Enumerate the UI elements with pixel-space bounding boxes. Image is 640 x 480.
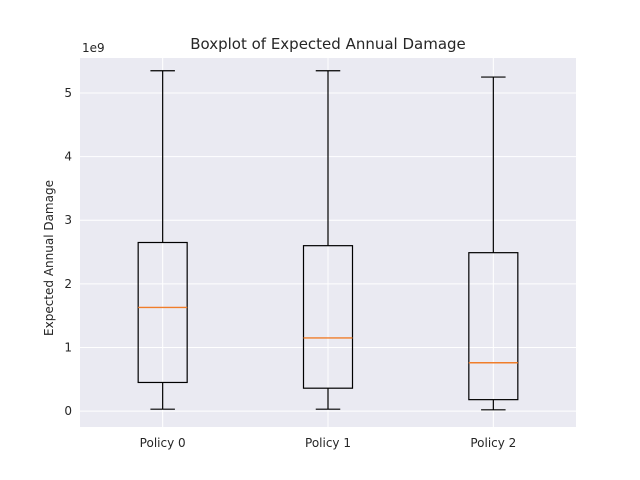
y-offset-label: 1e9 [82, 41, 105, 55]
x-tick-labels: Policy 0 Policy 1 Policy 2 [140, 436, 517, 450]
x-tick-label: Policy 0 [140, 436, 186, 450]
chart-title: Boxplot of Expected Annual Damage [190, 35, 466, 53]
y-tick-label: 1 [64, 340, 72, 354]
y-axis-label: Expected Annual Damage [42, 180, 56, 336]
x-tick-label: Policy 1 [305, 436, 351, 450]
y-tick-label: 3 [64, 213, 72, 227]
iqr-box [468, 252, 519, 401]
box-policy-2 [468, 76, 519, 411]
y-tick-labels: 0 1 2 3 4 5 [64, 86, 72, 418]
iqr-box [302, 245, 354, 389]
y-tick-label: 0 [64, 404, 72, 418]
box-policy-0 [137, 70, 188, 410]
y-tick-label: 2 [64, 277, 72, 291]
y-tick-label: 4 [64, 150, 72, 164]
iqr-box [137, 241, 188, 384]
boxes [137, 70, 519, 411]
box-policy-1 [302, 70, 354, 410]
x-tick-label: Policy 2 [470, 436, 516, 450]
y-tick-label: 5 [64, 86, 72, 100]
